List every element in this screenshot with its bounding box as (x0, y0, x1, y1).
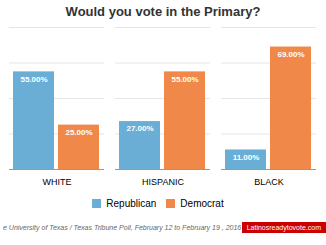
html-text:Democrat: Democrat (180, 198, 224, 209)
html-text:Latinosreadytovote.com: Latinosreadytovote.com (246, 224, 321, 231)
svg-text:55.00%: 55.00% (20, 75, 47, 84)
svg-text:BLACK: BLACK (254, 177, 284, 187)
svg-text:11.00%: 11.00% (233, 153, 260, 162)
html-text:e University of Texas / Texas: e University of Texas / Texas Tribune Po… (3, 224, 242, 231)
svg-text:55.00%: 55.00% (171, 75, 198, 84)
svg-text:25.00%: 25.00% (65, 128, 92, 137)
svg-text:HISPANIC: HISPANIC (142, 177, 184, 187)
html-text:Republican: Republican (106, 198, 157, 209)
html-text:Would you vote in the Primary?: Would you vote in the Primary? (65, 4, 261, 19)
svg-text:69.00%: 69.00% (277, 50, 304, 59)
svg-text:WHITE: WHITE (43, 177, 72, 187)
svg-text:27.00%: 27.00% (126, 124, 153, 133)
